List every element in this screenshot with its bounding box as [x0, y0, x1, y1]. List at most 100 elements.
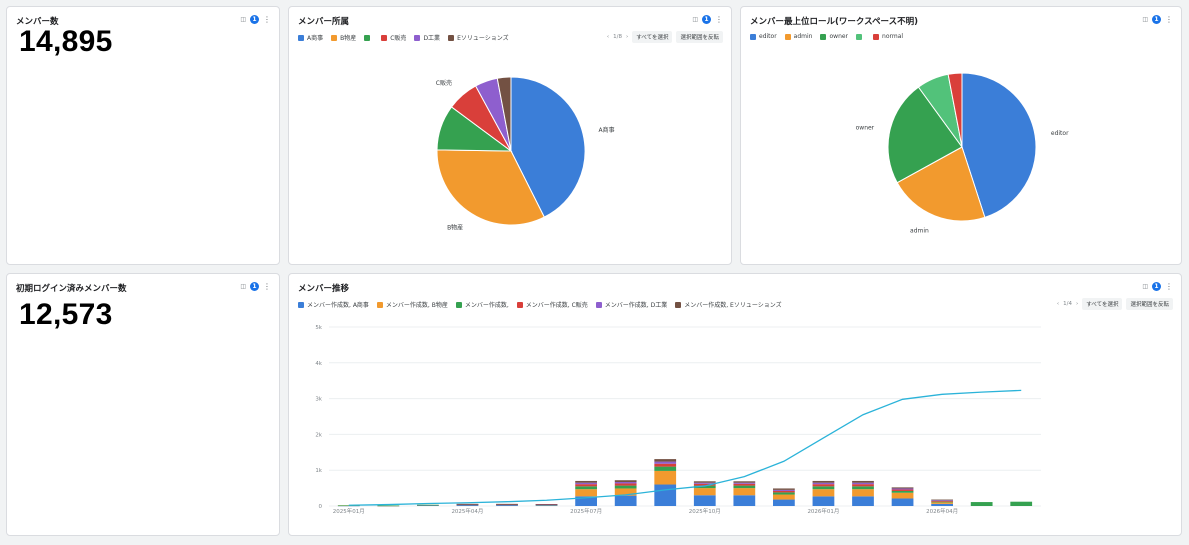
- bar-segment[interactable]: [693, 483, 716, 486]
- legend-item[interactable]: owner: [820, 33, 848, 40]
- bar-segment[interactable]: [931, 503, 953, 506]
- bar-segment[interactable]: [931, 500, 953, 502]
- bar-segment[interactable]: [614, 488, 637, 496]
- bar-segment[interactable]: [891, 490, 914, 493]
- bar-segment[interactable]: [1010, 501, 1033, 506]
- bar-segment[interactable]: [575, 489, 597, 497]
- bar-segment[interactable]: [337, 505, 360, 506]
- bar-segment[interactable]: [575, 486, 597, 490]
- bar-segment[interactable]: [693, 495, 716, 506]
- filter-icon[interactable]: ◫: [1142, 16, 1148, 23]
- bar-segment[interactable]: [456, 504, 479, 506]
- bar-segment[interactable]: [812, 489, 835, 497]
- invert-selection-button[interactable]: 選択範囲を反転: [1126, 298, 1173, 310]
- pager-prev-icon[interactable]: ‹: [606, 34, 610, 40]
- bar-segment[interactable]: [496, 503, 518, 505]
- invert-selection-button[interactable]: 選択範囲を反転: [676, 31, 723, 43]
- bar-segment[interactable]: [496, 504, 518, 506]
- pie-slice[interactable]: [496, 76, 512, 152]
- pie-slice[interactable]: [947, 72, 963, 148]
- filter-icon[interactable]: ◫: [692, 16, 698, 23]
- bar-segment[interactable]: [377, 505, 400, 507]
- bar-segment[interactable]: [575, 496, 597, 506]
- bar-segment[interactable]: [852, 486, 874, 490]
- pie-slice[interactable]: [896, 146, 986, 222]
- bar-segment[interactable]: [773, 489, 795, 491]
- legend-item[interactable]: メンバー作成数, D工業: [595, 300, 667, 309]
- bar-segment[interactable]: [614, 495, 637, 506]
- filter-icon[interactable]: ◫: [240, 283, 246, 290]
- bar-segment[interactable]: [812, 480, 835, 483]
- legend-item[interactable]: [364, 34, 373, 41]
- legend-item[interactable]: [856, 33, 865, 40]
- bar-segment[interactable]: [852, 482, 874, 485]
- legend-item[interactable]: メンバー作成数,: [455, 300, 509, 309]
- pie-slice[interactable]: [436, 149, 545, 226]
- bar-segment[interactable]: [575, 482, 597, 485]
- legend-item[interactable]: C販売: [381, 33, 406, 42]
- bar-segment[interactable]: [891, 488, 914, 490]
- bar-segment[interactable]: [693, 482, 716, 484]
- legend-item[interactable]: メンバー作成数, A商事: [298, 300, 369, 309]
- bar-segment[interactable]: [614, 482, 637, 484]
- legend-item[interactable]: Eソリューションズ: [448, 33, 509, 42]
- legend-item[interactable]: normal: [873, 33, 903, 40]
- more-vert-icon[interactable]: ⋮: [1165, 14, 1173, 24]
- filter-icon[interactable]: ◫: [1142, 283, 1148, 290]
- pie-slice[interactable]: [961, 72, 1037, 219]
- bar-segment[interactable]: [931, 499, 953, 501]
- bar-segment[interactable]: [733, 485, 756, 489]
- bar-segment[interactable]: [773, 494, 795, 500]
- filter-count-badge[interactable]: 1: [250, 282, 259, 291]
- bar-segment[interactable]: [931, 502, 953, 504]
- legend-item[interactable]: editor: [750, 33, 777, 40]
- bar-segment[interactable]: [812, 486, 835, 490]
- legend-item[interactable]: A商事: [298, 33, 323, 42]
- filter-icon[interactable]: ◫: [240, 16, 246, 23]
- bar-segment[interactable]: [852, 484, 874, 487]
- more-vert-icon[interactable]: ⋮: [263, 14, 271, 24]
- bar-segment[interactable]: [812, 482, 835, 485]
- more-vert-icon[interactable]: ⋮: [263, 281, 271, 291]
- bar-segment[interactable]: [654, 461, 677, 464]
- pie-slice[interactable]: [887, 86, 963, 184]
- select-all-button[interactable]: すべてを選択: [1082, 298, 1123, 310]
- legend-item[interactable]: B物産: [331, 33, 356, 42]
- bar-segment[interactable]: [970, 502, 993, 506]
- bar-segment[interactable]: [852, 496, 874, 506]
- bar-segment[interactable]: [417, 505, 439, 506]
- bar-segment[interactable]: [891, 487, 914, 489]
- bar-segment[interactable]: [654, 463, 677, 467]
- bar-segment[interactable]: [733, 483, 756, 486]
- bar-segment[interactable]: [733, 495, 756, 506]
- legend-item[interactable]: メンバー作成数, Eソリューションズ: [675, 300, 782, 309]
- bar-segment[interactable]: [654, 466, 677, 471]
- pie-slice[interactable]: [510, 76, 586, 218]
- filter-count-badge[interactable]: 1: [1152, 15, 1161, 24]
- bar-segment[interactable]: [693, 485, 716, 489]
- pager-prev-icon[interactable]: ‹: [1056, 301, 1060, 307]
- bar-segment[interactable]: [852, 480, 874, 483]
- bar-segment[interactable]: [773, 488, 795, 490]
- bar-segment[interactable]: [575, 484, 597, 487]
- bar-segment[interactable]: [931, 501, 953, 503]
- bar-segment[interactable]: [733, 482, 756, 484]
- bar-segment[interactable]: [693, 488, 716, 496]
- bar-segment[interactable]: [773, 492, 795, 495]
- bar-segment[interactable]: [535, 505, 558, 506]
- legend-item[interactable]: メンバー作成数, C販売: [516, 300, 588, 309]
- bar-segment[interactable]: [733, 488, 756, 496]
- filter-count-badge[interactable]: 1: [1152, 282, 1161, 291]
- bar-segment[interactable]: [575, 480, 597, 483]
- legend-item[interactable]: D工業: [414, 33, 440, 42]
- legend-item[interactable]: メンバー作成数, B物産: [376, 300, 448, 309]
- bar-segment[interactable]: [654, 470, 677, 485]
- bar-segment[interactable]: [812, 484, 835, 487]
- bar-segment[interactable]: [773, 499, 795, 506]
- bar-segment[interactable]: [614, 483, 637, 486]
- bar-segment[interactable]: [773, 490, 795, 493]
- bar-segment[interactable]: [891, 492, 914, 499]
- filter-count-badge[interactable]: 1: [702, 15, 711, 24]
- pager-next-icon[interactable]: ›: [625, 34, 629, 40]
- pager-next-icon[interactable]: ›: [1075, 301, 1079, 307]
